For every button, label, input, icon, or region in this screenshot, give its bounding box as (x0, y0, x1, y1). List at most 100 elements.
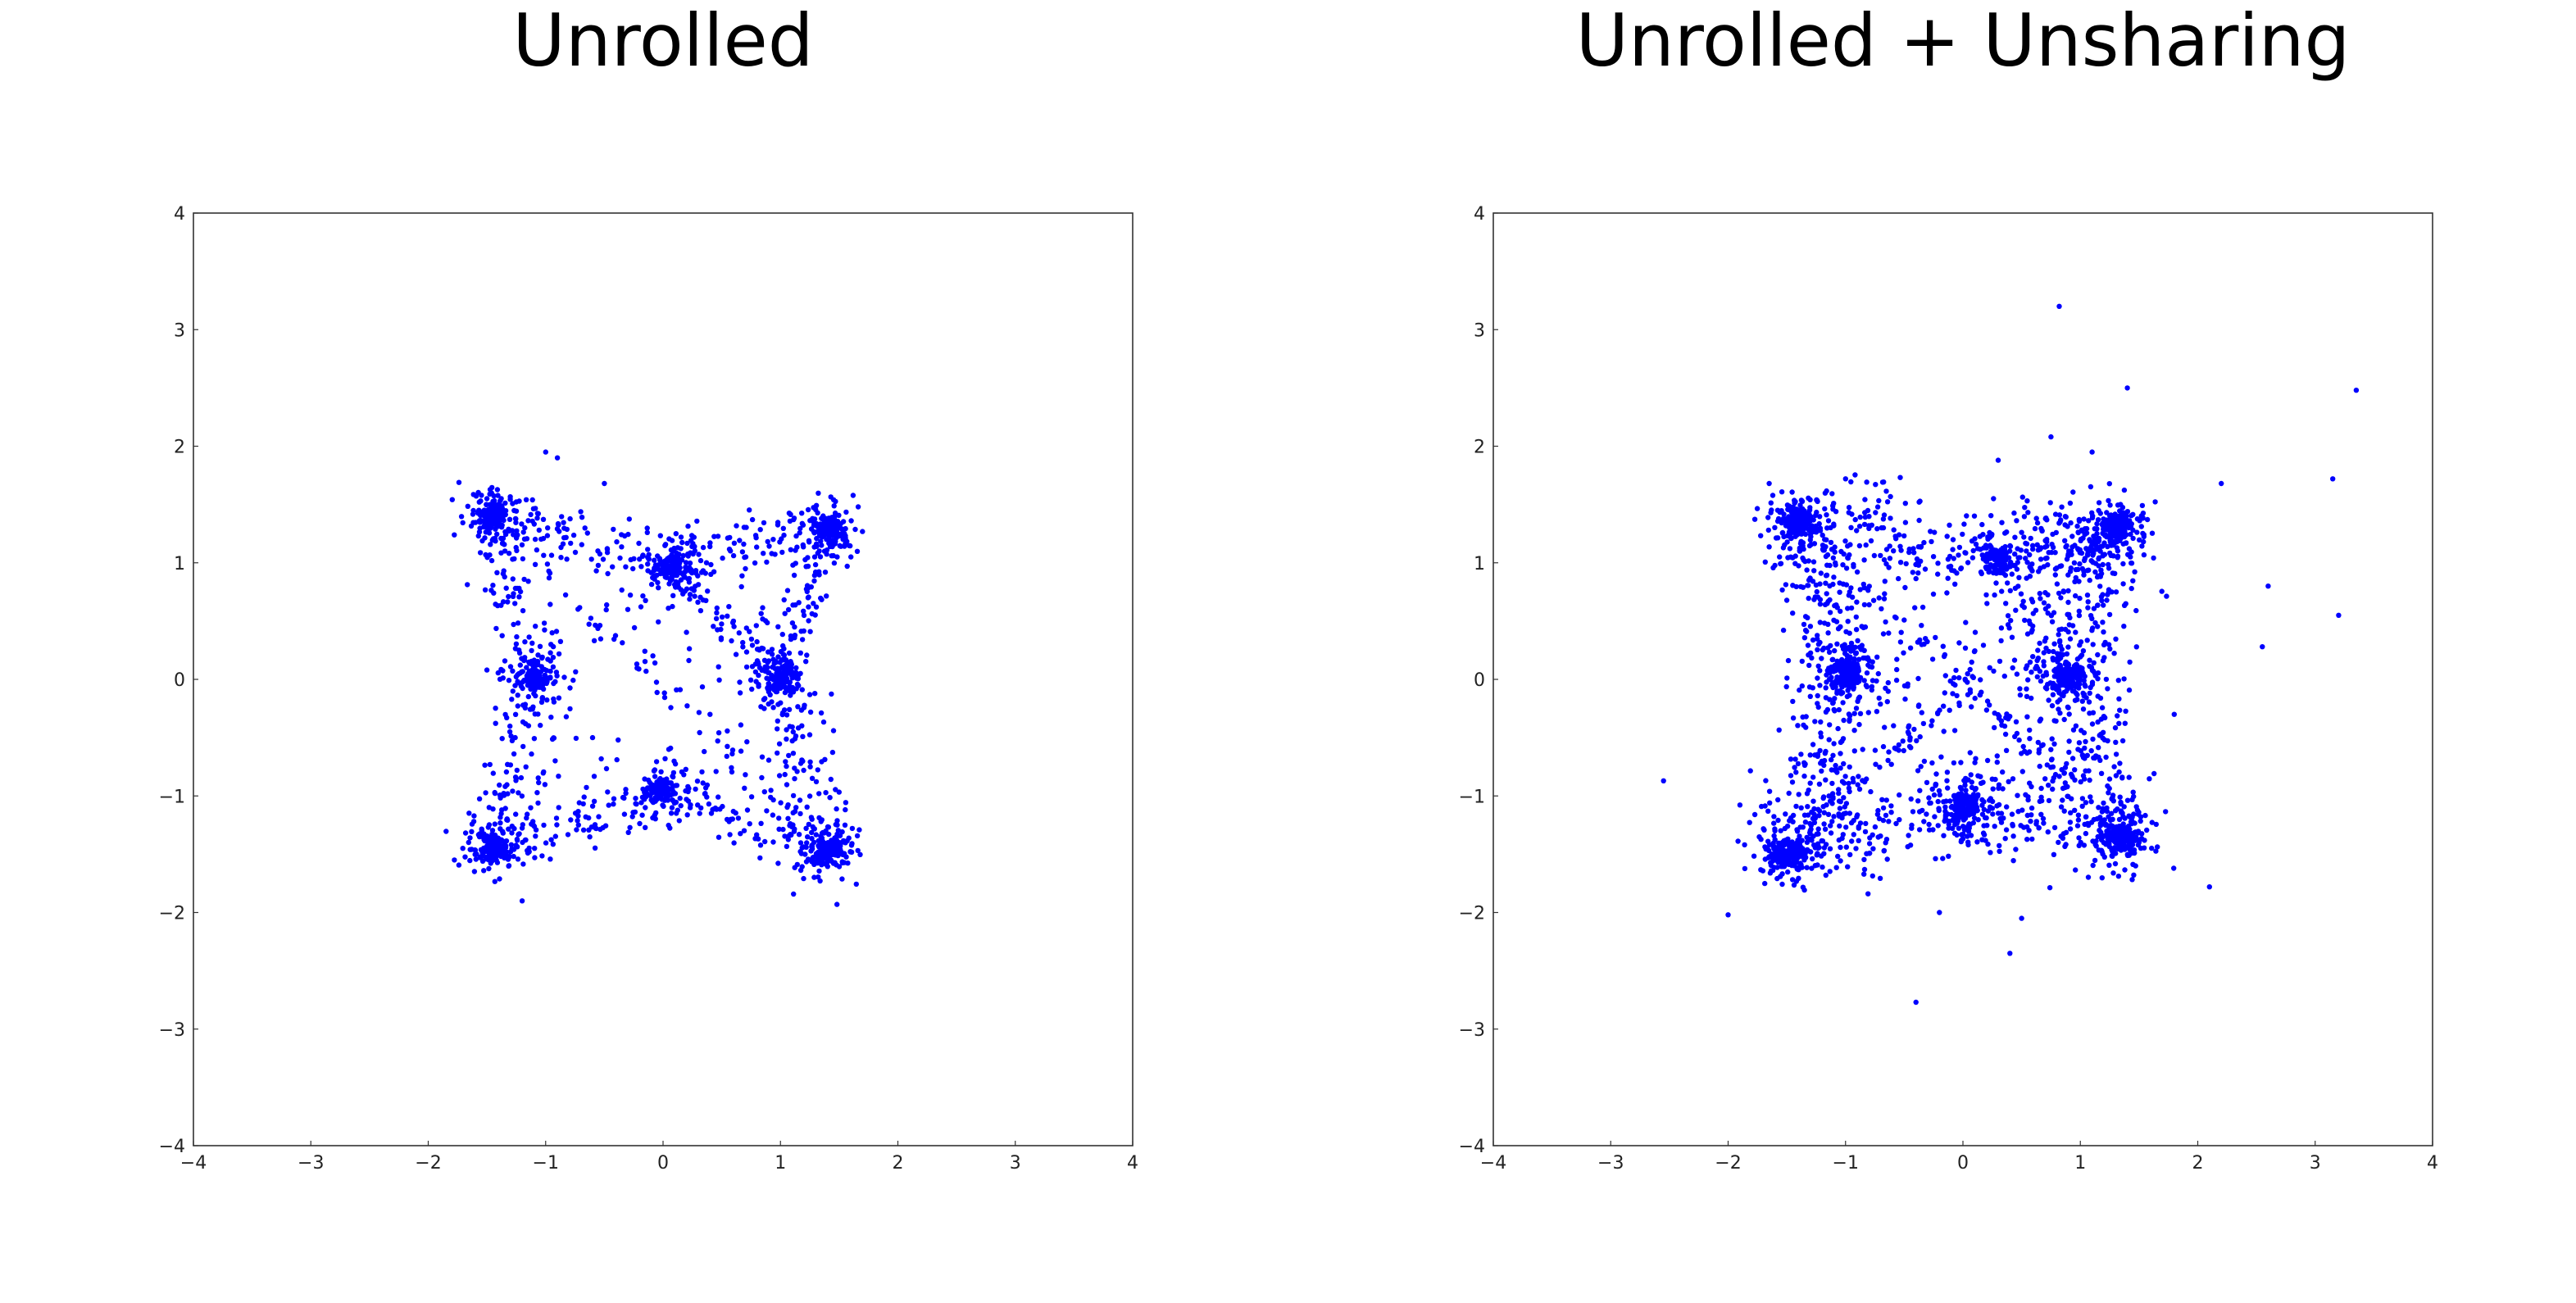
data-point (764, 808, 770, 814)
data-point (696, 710, 702, 715)
data-point (834, 901, 840, 907)
data-point (788, 832, 793, 838)
data-point (811, 530, 817, 536)
data-point (646, 556, 652, 562)
data-point (748, 794, 755, 800)
x-tick-label: 3 (2310, 1153, 2321, 1174)
data-point (835, 524, 842, 529)
data-point (2137, 537, 2142, 543)
chart-title-left: Unrolled (512, 0, 814, 83)
data-point (843, 800, 849, 806)
data-point (780, 678, 787, 683)
data-point (776, 815, 782, 821)
data-point (521, 657, 527, 664)
data-point (2056, 674, 2061, 680)
data-point (573, 735, 579, 742)
data-point (670, 783, 675, 789)
data-point (776, 674, 782, 680)
data-point (1842, 538, 1848, 544)
data-point (535, 775, 541, 781)
data-point (819, 597, 825, 602)
data-point (1838, 858, 1843, 864)
data-point (2133, 607, 2139, 614)
data-point (754, 638, 760, 645)
data-point (481, 524, 487, 530)
data-point (2120, 814, 2126, 819)
data-point (2027, 727, 2033, 733)
data-point (2067, 819, 2074, 825)
data-point (784, 763, 789, 770)
data-point (2087, 577, 2092, 583)
data-point (470, 511, 476, 517)
data-point (1993, 580, 1999, 586)
data-point (1807, 693, 1813, 699)
data-point (832, 541, 838, 547)
data-point (1836, 706, 1842, 713)
data-point (1772, 524, 1778, 530)
data-point (2003, 555, 2010, 561)
data-point (1974, 839, 1980, 845)
data-point (1775, 817, 1781, 824)
data-point (1790, 715, 1797, 721)
data-point (803, 825, 809, 831)
data-point (775, 684, 781, 690)
data-point (567, 685, 573, 691)
data-point (825, 824, 831, 830)
data-point (544, 561, 551, 567)
data-point (1779, 489, 1785, 495)
data-point (1997, 848, 2002, 855)
data-point (520, 861, 526, 867)
data-point (775, 701, 781, 707)
data-point (1742, 865, 1748, 872)
data-point (768, 794, 774, 801)
data-point (1947, 522, 1952, 528)
data-point (469, 829, 475, 834)
data-point (603, 765, 610, 772)
data-point (2028, 819, 2033, 824)
data-point (2041, 820, 2047, 826)
data-point (1742, 842, 1747, 848)
data-point (656, 788, 662, 794)
data-point (500, 842, 507, 849)
data-point (2095, 624, 2101, 629)
data-point (614, 756, 620, 763)
data-point (1946, 825, 1951, 831)
data-point (831, 503, 837, 509)
data-point (811, 573, 818, 579)
data-point (818, 819, 824, 824)
data-point (2076, 842, 2082, 849)
data-point (2083, 768, 2088, 774)
data-point (2069, 623, 2076, 629)
data-point (1785, 842, 1791, 847)
data-point (679, 769, 685, 775)
data-point (679, 539, 685, 546)
data-point (2066, 749, 2072, 756)
data-point (2122, 867, 2128, 873)
data-point (776, 741, 783, 747)
data-point (2095, 517, 2101, 523)
data-point (554, 822, 560, 828)
data-point (684, 812, 690, 818)
data-point (2065, 666, 2072, 672)
data-point (718, 626, 724, 633)
data-point (2009, 811, 2015, 817)
data-point (557, 638, 564, 644)
data-point (1791, 882, 1797, 888)
data-point (2049, 703, 2056, 709)
data-point (1852, 651, 1859, 656)
data-point (707, 711, 713, 717)
data-point (1861, 678, 1867, 683)
data-point (490, 770, 496, 776)
data-point (2037, 640, 2042, 647)
data-point (849, 825, 856, 832)
data-point (833, 498, 838, 505)
data-point (497, 782, 502, 788)
data-point (513, 842, 519, 848)
data-point (524, 665, 529, 670)
data-point (2119, 738, 2126, 744)
data-point (1804, 791, 1810, 797)
data-point (572, 549, 579, 556)
data-point (1833, 602, 1839, 608)
data-point (466, 810, 472, 816)
